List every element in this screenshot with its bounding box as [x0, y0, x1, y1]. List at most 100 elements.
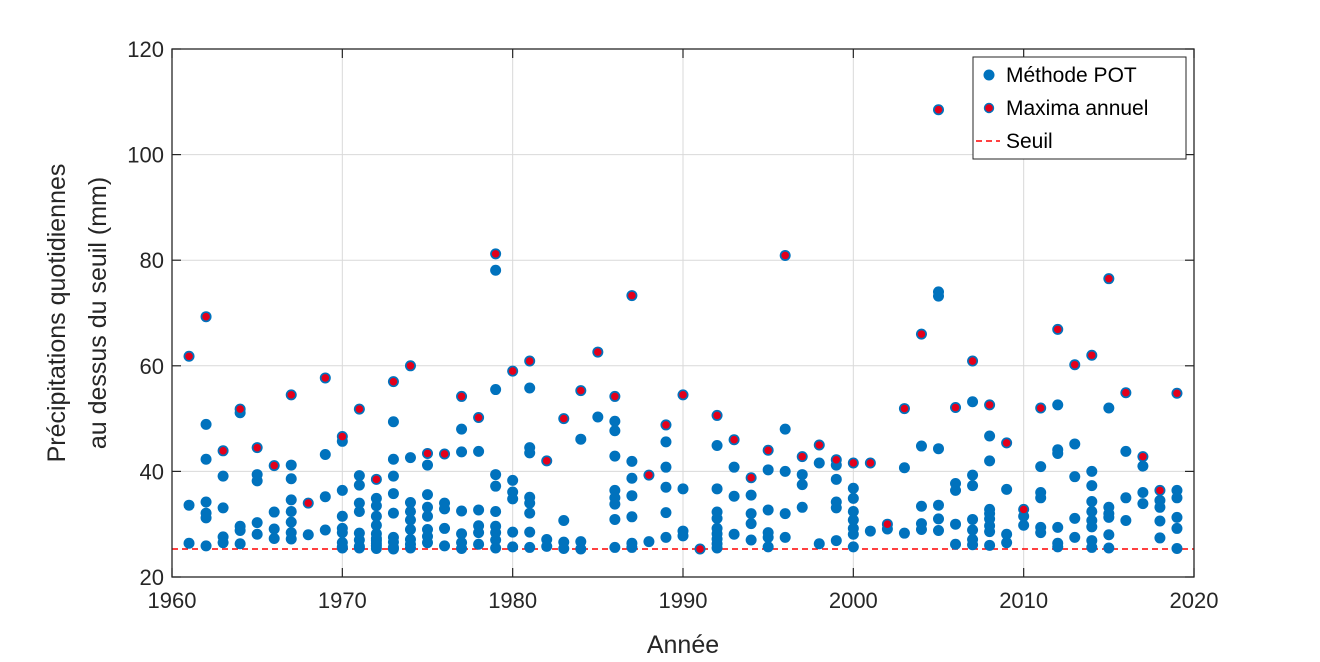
- y-tick-label: 80: [140, 248, 164, 273]
- pot-point: [1103, 402, 1115, 414]
- pot-point: [728, 528, 740, 540]
- pot-point: [422, 537, 433, 549]
- pot-point: [609, 541, 621, 553]
- pot-point: [967, 524, 979, 536]
- pot-point: [336, 510, 348, 522]
- pot-point: [285, 533, 297, 545]
- pot-point: [830, 502, 842, 514]
- pot-point: [404, 506, 416, 518]
- annual-max-point: [422, 448, 433, 459]
- pot-point: [183, 537, 195, 549]
- pot-point: [1086, 465, 1098, 477]
- pot-point: [200, 496, 212, 508]
- annual-max-point: [848, 457, 859, 469]
- pot-point: [779, 465, 791, 477]
- pot-point: [473, 445, 485, 457]
- pot-point: [439, 503, 451, 515]
- pot-point: [745, 518, 757, 530]
- annual-max-point: [490, 248, 501, 260]
- pot-point: [609, 513, 621, 525]
- pot-point: [745, 508, 757, 520]
- pot-point: [234, 525, 246, 537]
- pot-point: [285, 473, 297, 485]
- pot-point: [268, 506, 280, 518]
- pot-point: [967, 480, 979, 492]
- y-tick-label: 60: [140, 354, 164, 379]
- pot-point: [490, 506, 502, 518]
- legend-marker-pot: [983, 69, 995, 81]
- pot-point: [796, 479, 808, 491]
- pot-point: [660, 461, 672, 473]
- pot-point: [353, 497, 365, 509]
- pot-point: [847, 514, 859, 526]
- pot-point: [524, 447, 536, 459]
- annual-max-point: [371, 474, 382, 485]
- pot-point: [575, 543, 587, 555]
- pot-point: [319, 491, 331, 503]
- pot-point: [1001, 483, 1013, 495]
- pot-point: [950, 518, 962, 530]
- annual-max-point: [524, 355, 535, 367]
- pot-point: [558, 515, 570, 527]
- pot-point: [984, 430, 996, 442]
- pot-point: [1171, 511, 1183, 523]
- annual-max-point: [200, 311, 212, 322]
- pot-point: [745, 489, 757, 501]
- pot-point: [813, 538, 825, 550]
- pot-point: [762, 541, 774, 553]
- pot-point: [1137, 460, 1149, 472]
- pot-point: [507, 541, 519, 553]
- pot-point: [234, 538, 246, 550]
- pot-point: [319, 524, 331, 536]
- pot-point: [762, 464, 774, 476]
- pot-point: [762, 504, 774, 516]
- pot-point: [473, 538, 485, 550]
- pot-point: [285, 506, 297, 518]
- annual-max-point: [677, 389, 689, 401]
- pot-point: [1035, 461, 1047, 473]
- pot-point: [728, 461, 740, 473]
- pot-point: [1086, 480, 1098, 492]
- pot-point: [864, 525, 876, 537]
- y-tick-label: 120: [127, 37, 164, 62]
- y-tick-label: 40: [140, 459, 164, 484]
- annual-max-point: [797, 451, 808, 462]
- pot-point: [984, 539, 996, 551]
- pot-point: [456, 446, 468, 458]
- pot-point: [251, 517, 263, 529]
- pot-point: [524, 526, 536, 538]
- pot-point: [950, 484, 962, 496]
- pot-point: [933, 525, 944, 537]
- pot-point: [387, 453, 399, 465]
- pot-point: [456, 542, 468, 554]
- pot-point: [1052, 541, 1064, 553]
- pot-point: [933, 499, 944, 511]
- pot-point: [745, 534, 757, 546]
- pot-point: [950, 538, 962, 550]
- pot-point: [830, 535, 842, 547]
- pot-point: [285, 516, 297, 528]
- annual-max-point: [882, 519, 893, 530]
- pot-point: [251, 475, 263, 487]
- pot-point: [1001, 537, 1013, 549]
- pot-point: [847, 541, 859, 553]
- annual-max-point: [780, 250, 791, 261]
- annual-max-point: [1035, 402, 1046, 414]
- pot-point: [319, 449, 331, 461]
- annual-max-point: [251, 442, 263, 453]
- pot-point: [456, 528, 468, 540]
- annual-max-point: [1018, 504, 1029, 515]
- pot-point: [353, 470, 365, 482]
- annual-max-point: [984, 399, 995, 411]
- pot-point: [404, 514, 416, 526]
- pot-point: [1018, 519, 1030, 531]
- pot-point: [1086, 495, 1098, 507]
- pot-point: [200, 512, 212, 524]
- pot-point: [1103, 542, 1115, 554]
- pot-point: [592, 411, 604, 423]
- pot-point: [1069, 471, 1081, 483]
- pot-point: [933, 513, 944, 525]
- annual-max-point: [303, 497, 314, 509]
- pot-point: [200, 418, 212, 430]
- pot-point: [660, 481, 672, 493]
